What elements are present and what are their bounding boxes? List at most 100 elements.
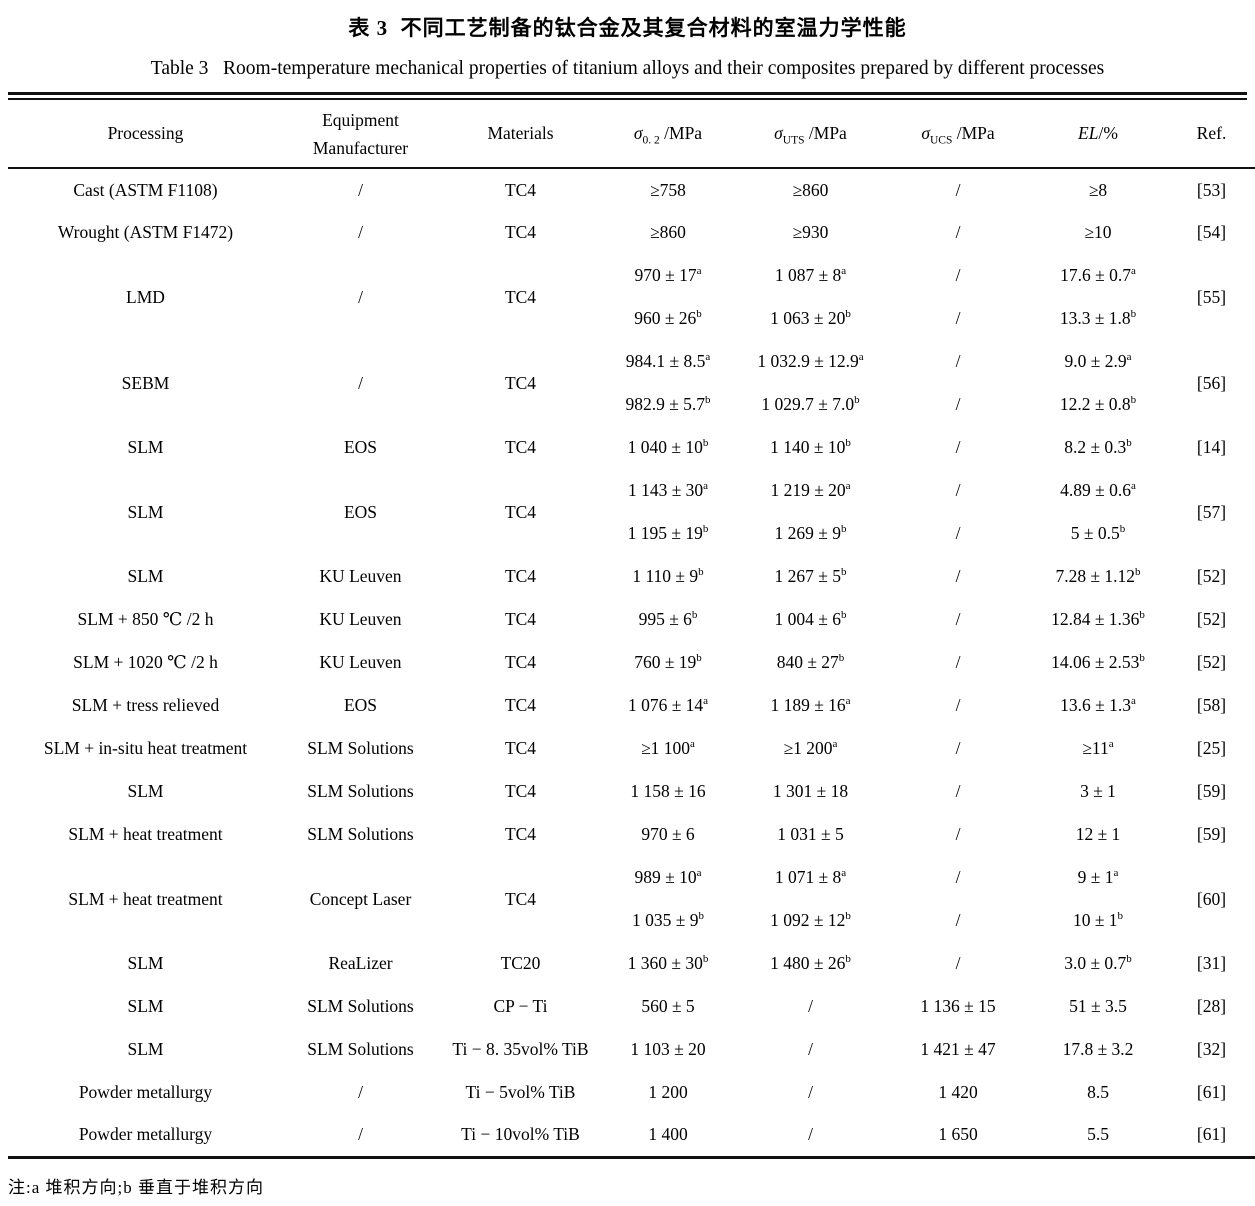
- cell-el: 8.2 ± 0.3b: [1064, 437, 1132, 457]
- table-row: SLM SLM Solutions Ti − 8. 35vol% TiB 1 103 …: [8, 1028, 1255, 1071]
- cell-uts: 1 301 ± 18: [772, 781, 849, 801]
- table-row: SLM ReaLizer TC20 1 360 ± 30b 1 480 ± 26b / 3.…: [8, 942, 1255, 985]
- cell-ref: [54]: [1196, 222, 1227, 242]
- cell-ref: [59]: [1196, 824, 1227, 844]
- table-row: SLM SLM Solutions TC4 1 158 ± 16 1 301 ± 18 /…: [8, 770, 1255, 813]
- cell-equipment: SLM Solutions: [307, 1039, 414, 1059]
- cell-ucs: /: [955, 824, 961, 844]
- cell-materials: TC20: [500, 953, 541, 973]
- cell-el: 51 ± 3.5: [1069, 996, 1127, 1016]
- cell-s02: 1 040 ± 10b: [627, 437, 709, 457]
- cell-materials: TC4: [504, 609, 537, 629]
- table-header: Processing Equipment Manufacturer Materials…: [8, 100, 1255, 168]
- table-row: LMD / TC4 970 ± 17a 1 087 ± 8a / 17.6 ± 0.7a [5…: [8, 254, 1255, 307]
- cell-ref: [52]: [1196, 652, 1227, 672]
- cell-uts: 840 ± 27b: [776, 652, 845, 672]
- table-row: 1 195 ± 19b 1 269 ± 9b / 5 ± 0.5b: [8, 512, 1255, 555]
- cell-materials: Ti − 5vol% TiB: [465, 1082, 576, 1102]
- cell-equipment: /: [358, 179, 363, 200]
- cell-s02: ≥758: [650, 179, 686, 200]
- cell-processing: SLM: [127, 566, 164, 586]
- cell-equipment: EOS: [343, 501, 378, 522]
- cell-el: 13.6 ± 1.3a: [1060, 695, 1136, 715]
- table-row: Powder metallurgy / Ti − 10vol% TiB 1 400 / 1…: [8, 1114, 1255, 1157]
- cell-uts: 1 140 ± 10b: [770, 437, 851, 457]
- cell-ref: [55]: [1196, 286, 1227, 307]
- cell-el: 9.0 ± 2.9a: [1064, 351, 1132, 371]
- cell-processing: LMD: [126, 286, 165, 307]
- cell-materials: TC4: [504, 888, 537, 909]
- cell-uts: 1 063 ± 20b: [770, 308, 851, 328]
- cell-materials: TC4: [504, 824, 537, 844]
- cell-s02: 1 103 ± 20: [630, 1039, 706, 1059]
- cell-el: 7.28 ± 1.12b: [1055, 566, 1141, 586]
- cell-processing: Powder metallurgy: [78, 1124, 213, 1145]
- cell-processing: SLM + heat treatment: [68, 824, 223, 844]
- cell-s02: 1 195 ± 19b: [627, 523, 709, 543]
- cell-equipment: EOS: [343, 437, 378, 457]
- cell-processing: SLM + 1020 ℃ /2 h: [73, 652, 218, 672]
- cell-ucs: 1 420: [938, 1082, 978, 1102]
- table-row: 982.9 ± 5.7b 1 029.7 ± 7.0b / 12.2 ± 0.8b: [8, 383, 1255, 426]
- cell-ucs: /: [955, 523, 961, 543]
- cell-uts: /: [808, 1124, 813, 1145]
- cell-materials: Ti − 8. 35vol% TiB: [452, 1039, 589, 1059]
- cell-equipment: /: [358, 1124, 363, 1145]
- cell-ref: [61]: [1196, 1082, 1227, 1102]
- cell-s02: 560 ± 5: [641, 996, 695, 1016]
- table-row: Wrought (ASTM F1472) / TC4 ≥860 ≥930 / ≥10 [54]: [8, 211, 1255, 254]
- cell-ref: [28]: [1196, 996, 1227, 1016]
- cell-equipment: /: [358, 222, 363, 242]
- cell-ucs: /: [955, 222, 961, 242]
- cell-s02: 1 143 ± 30a: [627, 480, 709, 500]
- table-row: 1 035 ± 9b 1 092 ± 12b / 10 ± 1b: [8, 899, 1255, 942]
- cell-s02: ≥1 100a: [641, 738, 695, 758]
- cell-el: 14.06 ± 2.53b: [1051, 652, 1145, 672]
- cell-materials: TC4: [504, 738, 537, 758]
- cell-ucs: /: [955, 179, 961, 200]
- cell-s02: 760 ± 19b: [634, 652, 702, 672]
- cell-uts: 1 029.7 ± 7.0b: [761, 394, 860, 414]
- cell-el: 10 ± 1b: [1072, 910, 1124, 930]
- cell-uts: ≥860: [792, 179, 829, 200]
- cell-s02: ≥860: [650, 222, 686, 242]
- cell-el: ≥11a: [1082, 738, 1114, 758]
- cell-processing: SLM + heat treatment: [68, 888, 223, 909]
- cell-el: 5.5: [1087, 1124, 1109, 1145]
- table-row: SLM EOS TC4 1 040 ± 10b 1 140 ± 10b / 8.2 ± 0.…: [8, 426, 1255, 469]
- table-row: SLM + heat treatment SLM Solutions TC4 970 …: [8, 813, 1255, 856]
- cell-equipment: EOS: [343, 695, 378, 715]
- cell-ref: [61]: [1196, 1124, 1227, 1145]
- cell-materials: TC4: [504, 695, 537, 715]
- cell-materials: TC4: [504, 566, 537, 586]
- cell-uts: 1 092 ± 12b: [770, 910, 851, 930]
- cell-ucs: 1 136 ± 15: [920, 996, 996, 1016]
- table-row: SLM EOS TC4 1 143 ± 30a 1 219 ± 20a / 4.89 ± 0…: [8, 469, 1255, 522]
- cell-equipment: /: [358, 286, 363, 307]
- cell-uts: 1 071 ± 8a: [774, 867, 847, 887]
- cell-equipment: SLM Solutions: [307, 824, 414, 844]
- cell-uts: ≥930: [792, 222, 829, 242]
- cell-uts: /: [808, 1039, 813, 1059]
- cell-uts: /: [808, 1082, 813, 1102]
- cell-uts: ≥1 200a: [783, 738, 838, 758]
- cell-processing: SLM: [127, 781, 164, 801]
- cell-ucs: /: [955, 480, 961, 500]
- cell-s02: 982.9 ± 5.7b: [625, 394, 711, 414]
- table-title-en: Table 3 Room-temperature mechanical prop…: [150, 58, 1105, 79]
- cell-ref: [59]: [1196, 781, 1227, 801]
- cell-ucs: /: [955, 738, 961, 758]
- cell-ucs: /: [955, 652, 961, 672]
- cell-el: ≥10: [1084, 222, 1112, 242]
- properties-table: Processing Equipment Manufacturer Materials…: [8, 100, 1255, 1159]
- cell-processing: SLM + 850 ℃ /2 h: [77, 609, 214, 629]
- table-title-zh: 表 3 不同工艺制备的钛合金及其复合材料的室温力学性能: [348, 16, 907, 40]
- table-row: SLM + 850 ℃ /2 h KU Leuven TC4 995 ± 6b 1 00…: [8, 598, 1255, 641]
- col-header-materials: Materials: [487, 123, 554, 143]
- cell-ref: [57]: [1196, 501, 1227, 522]
- cell-uts: 1 004 ± 6b: [774, 609, 847, 629]
- cell-processing: SLM + tress relieved: [71, 695, 220, 715]
- cell-uts: 1 219 ± 20a: [770, 480, 851, 500]
- cell-ucs: /: [955, 394, 961, 414]
- cell-uts: 1 031 ± 5: [777, 824, 844, 844]
